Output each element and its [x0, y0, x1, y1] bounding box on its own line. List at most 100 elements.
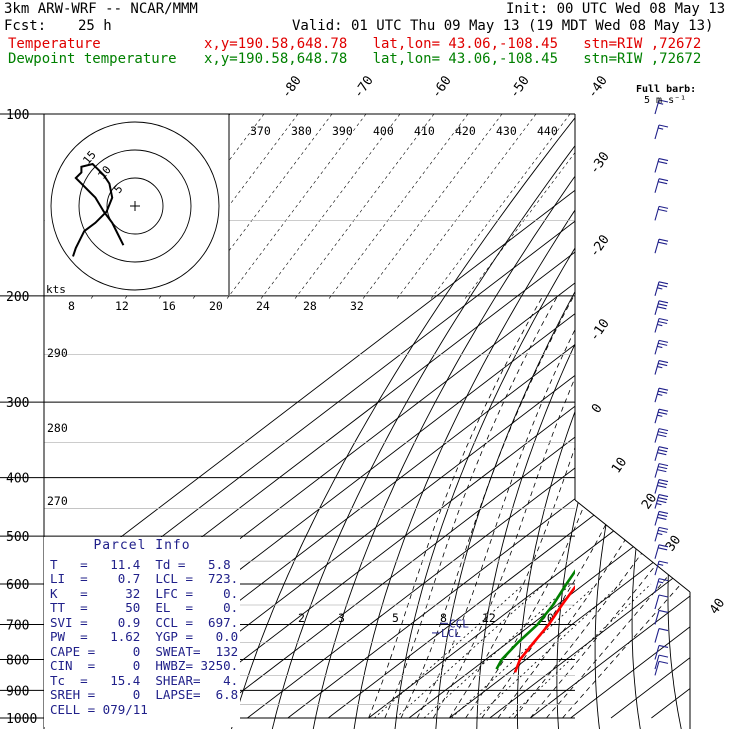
wind-barb-flag — [658, 320, 668, 325]
isotherm-label: -80 — [279, 73, 305, 101]
right-axis-diagonal — [574, 499, 691, 593]
pressure-label: 500 — [6, 530, 29, 545]
wind-barb-shaft — [654, 428, 660, 443]
parcel-row: K = 32 LFC = 0. — [50, 585, 239, 601]
wind-barb-shaft — [654, 479, 660, 494]
wind-barb-shaft — [654, 560, 660, 576]
dry-adiabat — [556, 114, 690, 729]
wind-barb-shaft — [654, 628, 660, 643]
mixing-ratio-label: 12 — [482, 611, 496, 625]
isotherm-line — [570, 114, 690, 719]
wind-barb-shaft — [654, 527, 660, 542]
wind-barb — [654, 446, 669, 461]
mixing-ratio-line — [451, 583, 598, 719]
wind-barb-flag — [658, 411, 668, 415]
wind-barb-shaft — [654, 388, 660, 403]
wind-barb-flag — [658, 339, 669, 343]
pressure-label: 400 — [6, 472, 29, 487]
wind-barb-flag — [658, 205, 669, 209]
theta-e-label: 430 — [496, 124, 517, 138]
theta-e-line — [395, 114, 537, 301]
wind-barb-shaft — [654, 239, 660, 254]
wind-barb-halfflag — [656, 503, 662, 506]
wind-barb-flag — [658, 181, 668, 185]
mixing-ratio-label: 32 — [350, 299, 364, 313]
isotherm-label: -20 — [587, 232, 613, 260]
wind-barb-flag — [658, 494, 669, 498]
wind-barb — [654, 544, 669, 559]
wind-barb — [654, 281, 669, 296]
parcel-row: PW = 1.62 YGP = 0.0 — [50, 629, 239, 644]
wind-barb-flag — [658, 431, 668, 435]
isotherm-line — [489, 114, 690, 719]
wind-barb-shaft — [654, 99, 660, 115]
wind-barb-shaft — [654, 409, 660, 424]
pressure-labels: 100 200 300 400 500 600 700 800 900 1000 — [6, 108, 37, 727]
parcel-row: CELL = 079/11 — [50, 701, 148, 717]
isotherm-line — [125, 114, 690, 719]
isotherm-label: 10 — [609, 455, 630, 476]
wind-barb-halfflag — [657, 532, 663, 536]
wind-barb-flag — [657, 452, 667, 456]
barb-legend-units: 5 m s⁻¹ — [644, 95, 686, 106]
theta-e-label: 410 — [414, 124, 435, 138]
wind-barb-flag — [658, 594, 669, 598]
moist-adiabat — [368, 295, 544, 719]
hodograph-ring — [106, 177, 164, 235]
wind-barb-flag — [658, 208, 668, 212]
isotherm-label: -40 — [585, 73, 611, 101]
wind-barbs — [654, 99, 669, 676]
wind-barb-flag — [658, 660, 669, 664]
wind-barb-flag — [658, 529, 668, 533]
wind-barb-shaft — [654, 511, 660, 526]
hodograph-units: kts — [46, 283, 66, 296]
pressure-label: 700 — [6, 618, 29, 633]
theta-e-line — [293, 114, 435, 301]
wind-barb-shaft — [654, 206, 660, 221]
moist-adiabat — [546, 295, 690, 719]
dry-adiabat-label: 290 — [47, 346, 68, 360]
wind-barb-flag — [658, 560, 669, 564]
wind-barb-flag — [658, 387, 669, 391]
dewpoint-legend: Dewpoint temperature — [8, 51, 177, 67]
wind-barb-flag — [658, 513, 668, 518]
theta-e-line — [463, 114, 605, 301]
wind-barb — [654, 510, 669, 526]
wind-barb-flag — [658, 510, 669, 515]
wind-barb-flag — [658, 408, 669, 412]
pressure-label: 1000 — [6, 712, 37, 727]
forecast-hour: 25 h — [78, 18, 112, 34]
mixing-ratio-label: 16 — [162, 299, 176, 313]
temperature-legend: Temperature — [8, 36, 101, 52]
isotherm-label: -60 — [429, 73, 455, 101]
wind-barb — [654, 526, 669, 542]
wind-barb-flag — [658, 124, 669, 128]
parcel-row: SVI = 0.9 CCL = 697. — [50, 614, 239, 630]
isotherm-label: -70 — [351, 73, 377, 101]
wind-barb-halfflag — [658, 127, 664, 130]
dry-adiabat — [394, 114, 663, 729]
parcel-row: Tc = 15.4 SHEAR= 4. — [50, 672, 239, 688]
wind-barb — [654, 578, 669, 593]
dry-adiabat — [516, 114, 690, 729]
wind-barb — [654, 360, 669, 375]
wind-barb-flag — [658, 238, 669, 242]
wind-barb-shaft — [654, 645, 660, 660]
wind-barb — [654, 317, 669, 333]
wind-barb-shaft — [654, 544, 660, 559]
wind-barb — [654, 479, 669, 494]
mixing-ratio-label: 24 — [256, 299, 270, 313]
wind-barb-shaft — [654, 610, 660, 625]
wind-barb-shaft — [654, 300, 660, 315]
mixing-ratio-label: 5 — [392, 611, 399, 625]
wind-barb-flag — [658, 157, 669, 162]
parcel-row: LI = 0.7 LCL = 723. — [50, 571, 239, 586]
mixing-ratio-label: 12 — [115, 299, 129, 313]
wind-barb-halfflag — [657, 366, 663, 369]
theta-e-line — [327, 114, 469, 301]
wind-barb-halfflag — [657, 345, 663, 349]
wind-barb-shaft — [654, 661, 660, 676]
wind-barb-flag — [658, 99, 669, 103]
